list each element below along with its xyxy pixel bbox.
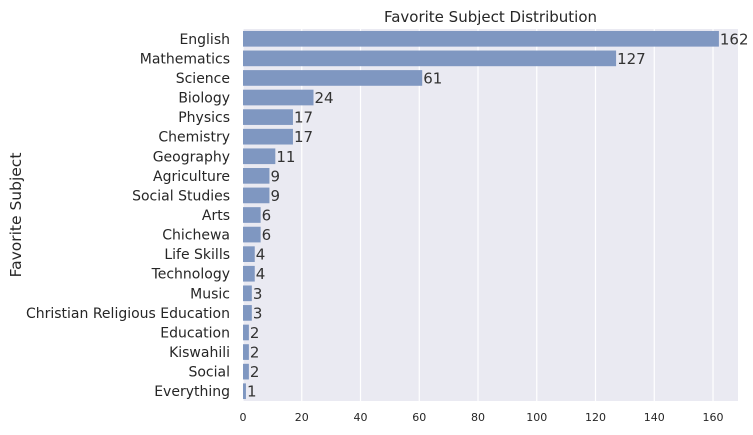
data-label: 6 xyxy=(262,207,272,225)
y-tick-label: Social Studies xyxy=(132,188,230,204)
bar xyxy=(243,89,314,106)
bar xyxy=(243,207,261,223)
bar xyxy=(243,226,261,243)
data-label: 127 xyxy=(617,50,646,68)
data-label: 11 xyxy=(276,148,295,166)
data-label: 61 xyxy=(423,69,442,87)
bar xyxy=(243,109,293,125)
bar xyxy=(243,285,252,302)
data-label: 1 xyxy=(247,383,257,401)
bar xyxy=(243,246,255,262)
chart-title: Favorite Subject Distribution xyxy=(384,8,597,26)
data-label: 3 xyxy=(253,304,263,322)
x-tick-label: 20 xyxy=(295,411,309,424)
bar xyxy=(243,305,252,321)
y-tick-label: Chemistry xyxy=(158,130,230,146)
plot-area xyxy=(243,29,738,401)
x-tick-label: 160 xyxy=(703,411,724,424)
data-label: 6 xyxy=(262,226,272,244)
data-label: 2 xyxy=(250,344,260,362)
data-label: 24 xyxy=(315,89,334,107)
bar xyxy=(243,128,293,145)
data-label: 17 xyxy=(294,128,313,146)
bar xyxy=(243,30,719,47)
y-axis-label: Favorite Subject xyxy=(7,153,25,278)
y-tick-label: Education xyxy=(160,325,230,341)
y-tick-label: Arts xyxy=(202,208,230,224)
bar xyxy=(243,383,246,400)
data-label: 2 xyxy=(250,363,260,381)
bar xyxy=(243,265,255,282)
bar xyxy=(243,168,270,184)
y-tick-label: Everything xyxy=(154,384,230,400)
x-tick-label: 0 xyxy=(240,411,247,424)
bar xyxy=(243,187,270,204)
y-tick-label: Social xyxy=(188,365,230,381)
y-tick-label: Chichewa xyxy=(162,228,230,244)
y-tick-label: Christian Religious Education xyxy=(26,306,230,322)
y-tick-label: Geography xyxy=(153,149,230,165)
data-label: 4 xyxy=(256,246,266,264)
x-tick-label: 40 xyxy=(354,411,368,424)
bar xyxy=(243,50,617,67)
bar xyxy=(243,324,249,341)
bar xyxy=(243,363,249,380)
data-label: 4 xyxy=(256,265,266,283)
bar xyxy=(243,70,423,86)
y-tick-labels: English Mathematics Science Biology Physics C… xyxy=(26,32,230,400)
y-tick-label: Technology xyxy=(151,267,230,283)
data-label: 9 xyxy=(270,167,280,185)
y-tick-label: English xyxy=(179,32,230,48)
bar xyxy=(243,344,249,360)
x-tick-labels: 0 20 40 60 80 100 120 140 160 xyxy=(240,411,724,424)
x-tick-label: 80 xyxy=(471,411,485,424)
bars xyxy=(243,30,719,400)
data-label: 3 xyxy=(253,285,263,303)
y-tick-label: Agriculture xyxy=(153,169,230,185)
x-tick-label: 120 xyxy=(585,411,606,424)
x-tick-label: 100 xyxy=(526,411,547,424)
bar xyxy=(243,148,276,165)
y-tick-label: Mathematics xyxy=(140,51,230,67)
data-label: 2 xyxy=(250,324,260,342)
y-tick-label: Music xyxy=(190,286,230,302)
y-tick-label: Science xyxy=(176,71,230,87)
data-label: 9 xyxy=(270,187,280,205)
data-label: 162 xyxy=(720,30,749,48)
y-tick-label: Life Skills xyxy=(164,247,230,263)
x-tick-label: 60 xyxy=(412,411,426,424)
y-tick-label: Kiswahili xyxy=(169,345,230,361)
y-tick-label: Biology xyxy=(178,91,230,107)
data-label: 17 xyxy=(294,109,313,127)
x-tick-label: 140 xyxy=(644,411,665,424)
y-tick-label: Physics xyxy=(178,110,230,126)
